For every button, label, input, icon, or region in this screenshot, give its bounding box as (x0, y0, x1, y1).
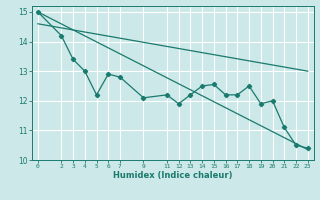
X-axis label: Humidex (Indice chaleur): Humidex (Indice chaleur) (113, 171, 233, 180)
